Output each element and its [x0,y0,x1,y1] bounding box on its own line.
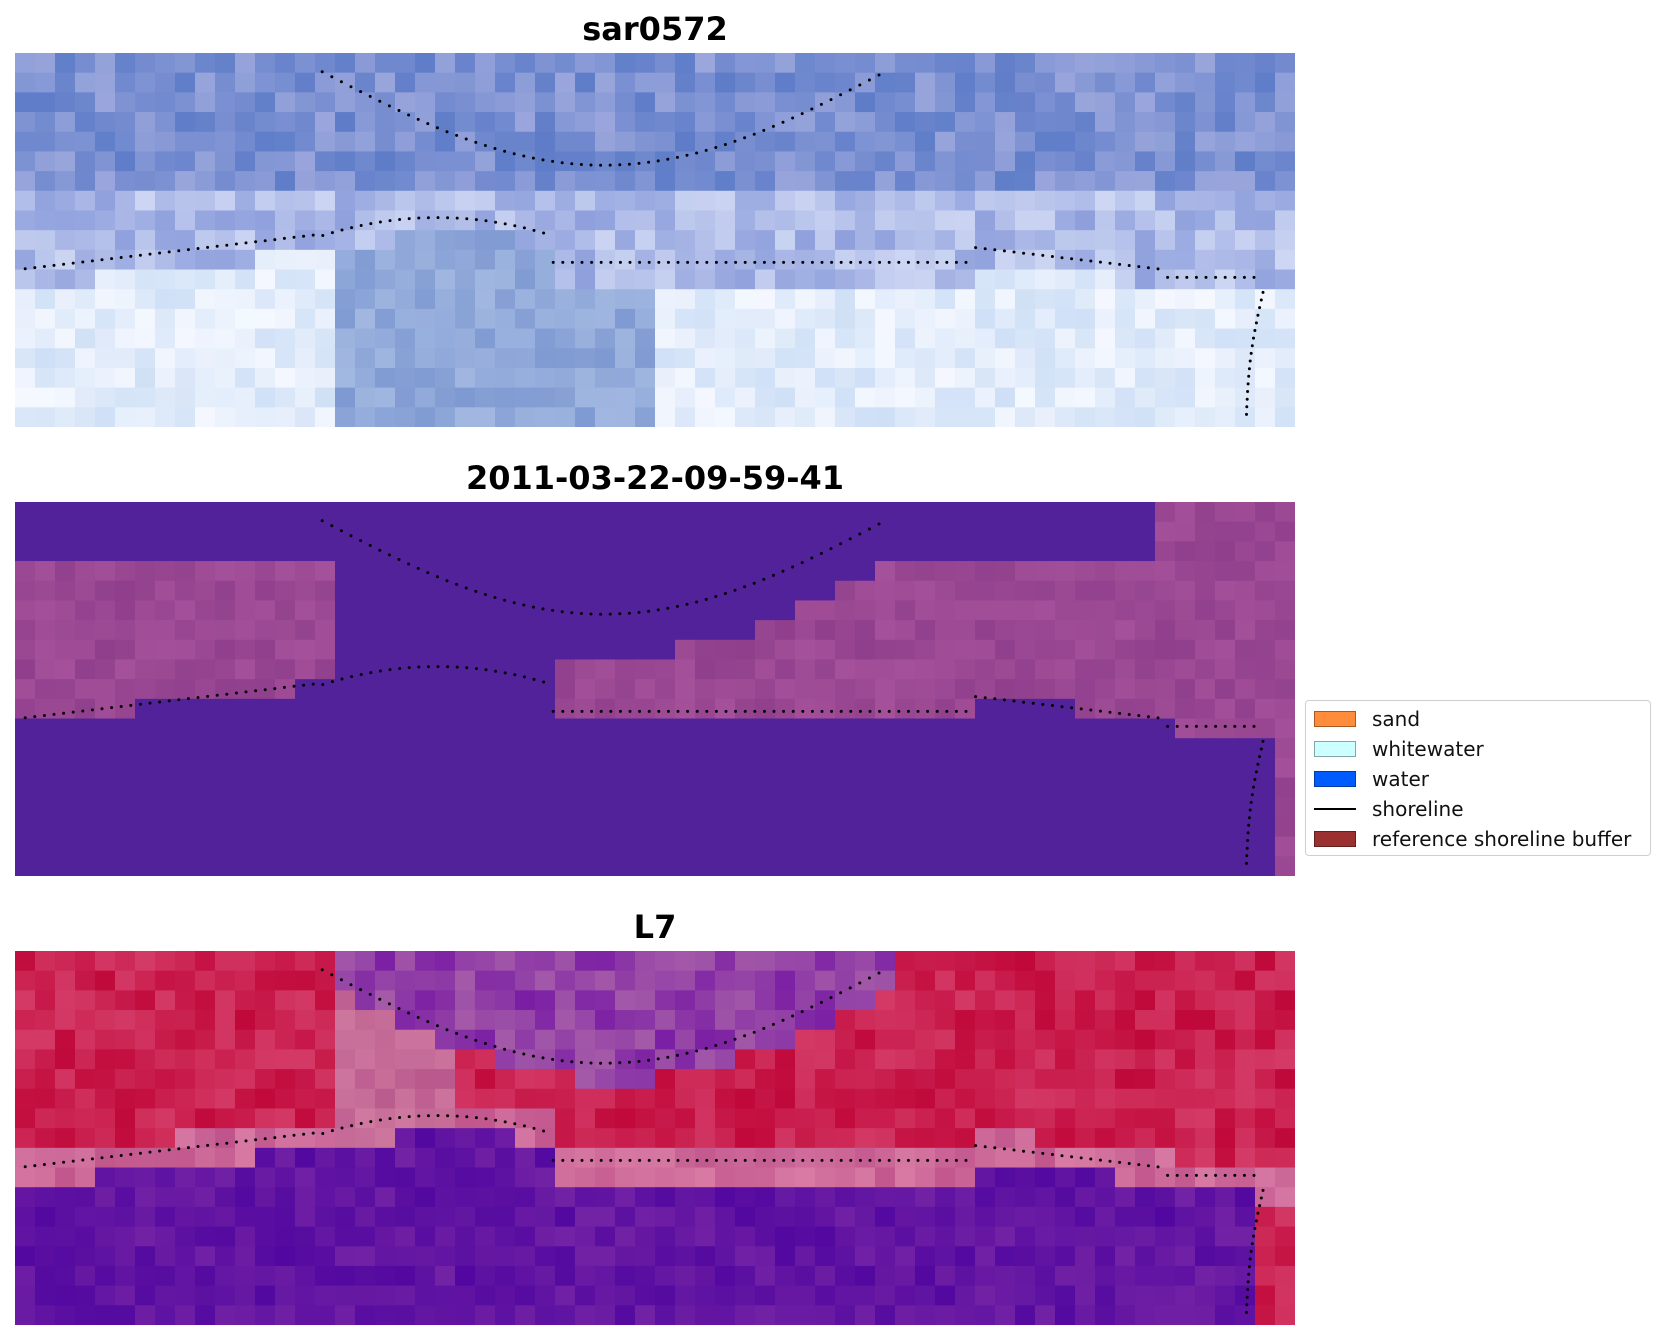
legend-item-shoreline: shoreline [1314,797,1464,821]
classified-image [15,502,1295,876]
legend-label-water: water [1372,767,1429,791]
legend-label-sand: sand [1372,707,1421,731]
legend-item-sand: sand [1314,707,1420,731]
panel-title-classified: 2011-03-22-09-59-41 [465,459,845,497]
shoreline-dots [23,70,1265,416]
water-swatch [1314,771,1356,787]
legend-item-reference-buffer: reference shoreline buffer [1314,827,1631,851]
ndwi-image [15,951,1295,1325]
panel-title-rgb: sar0572 [582,10,728,48]
reference-buffer-swatch [1314,831,1356,847]
shoreline-dots [23,519,1265,865]
rgb-image-panel [15,53,1295,427]
legend-item-water: water [1314,767,1429,791]
legend-item-whitewater: whitewater [1314,737,1484,761]
ndwi-image-panel [15,951,1295,1325]
rgb-image [15,53,1295,427]
shoreline-line-swatch [1314,808,1356,810]
shoreline-dots [23,968,1265,1314]
legend: sand whitewater water shoreline referenc… [1305,700,1651,856]
legend-label-whitewater: whitewater [1372,737,1484,761]
sand-swatch [1314,711,1356,727]
classified-image-panel [15,502,1295,876]
whitewater-swatch [1314,741,1356,757]
legend-label-reference-buffer: reference shoreline buffer [1372,827,1632,851]
panel-title-ndwi: L7 [633,908,677,946]
legend-label-shoreline: shoreline [1372,797,1464,821]
